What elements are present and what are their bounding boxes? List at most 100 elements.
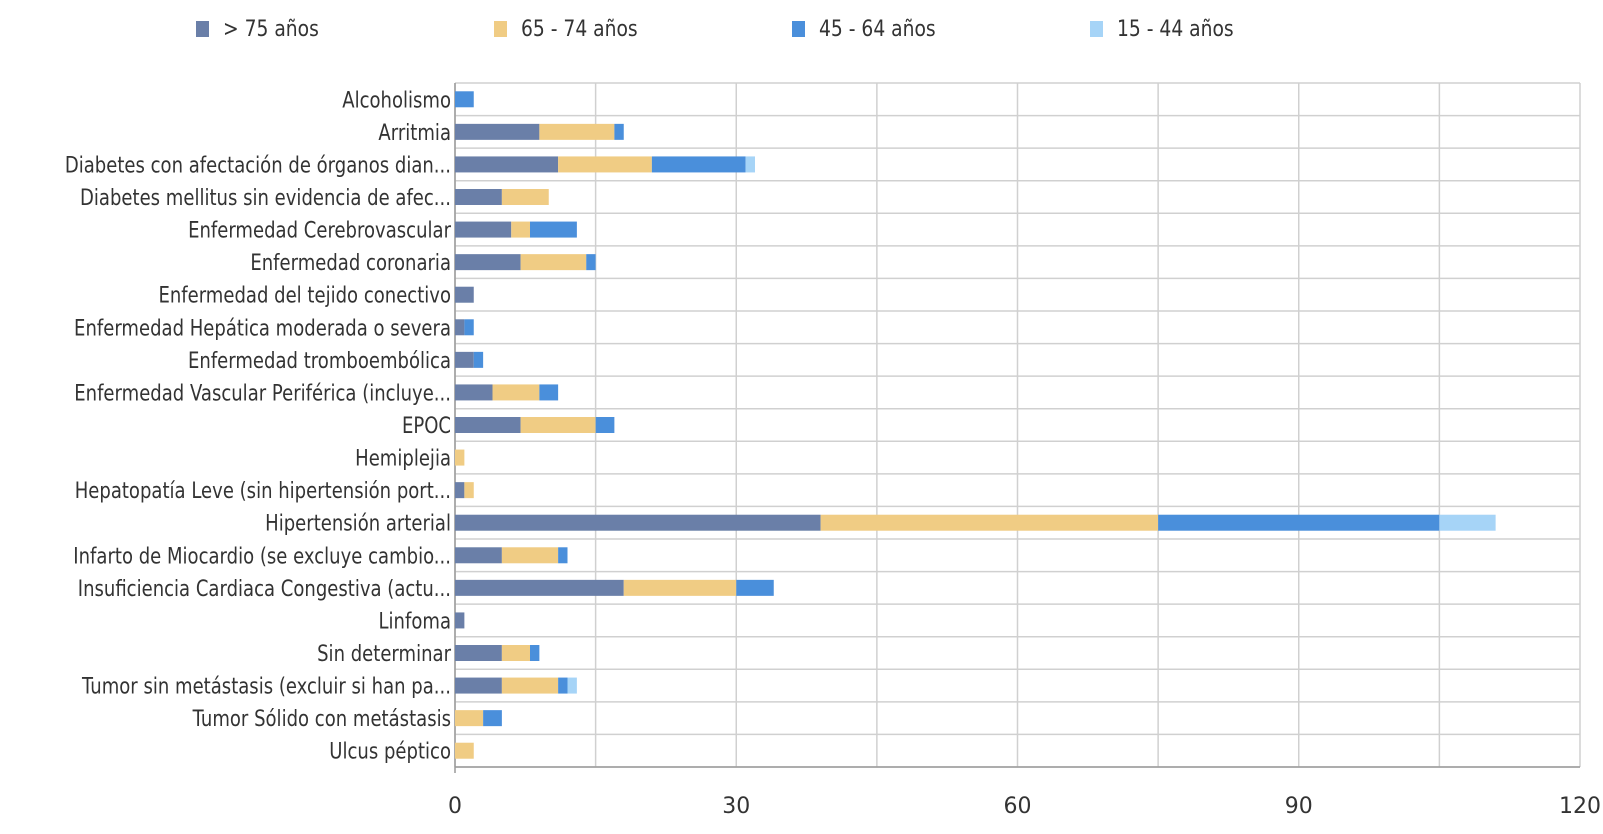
category-label-group: Hipertensión arterial (265, 510, 451, 536)
category-label-group: Ulcus péptico (329, 738, 451, 764)
legend-item: > 75 años (196, 14, 336, 44)
category-label-group: Tumor sin metástasis (excluir si han pa.… (81, 673, 451, 699)
bar-segment (511, 221, 530, 238)
legend-item: 65 - 74 años (494, 14, 658, 44)
category-label: Diabetes con afectación de órganos dian.… (65, 152, 451, 178)
bar-segment (623, 579, 737, 596)
bar-segment (455, 612, 465, 629)
bar-segment (558, 547, 568, 564)
bar-segment (614, 123, 624, 140)
category-label-group: Diabetes con afectación de órganos dian.… (65, 152, 451, 178)
category-label: Enfermedad Hepática moderada o severa (74, 315, 451, 341)
bar-segment (455, 189, 502, 205)
bar-segment (530, 221, 577, 238)
category-label-group: Sin determinar (317, 640, 452, 666)
category-label: Tumor Sólido con metástasis (192, 705, 451, 731)
bar-segment (455, 254, 521, 271)
bar-segment (455, 123, 540, 140)
x-tick-label: 90 (1285, 794, 1313, 819)
legend-label: > 75 años (223, 16, 319, 42)
legend-label: 45 - 64 años (819, 16, 936, 42)
category-label-group: Enfermedad Cerebrovascular (188, 217, 452, 243)
category-label: Arritmia (378, 119, 451, 145)
category-label: Diabetes mellitus sin evidencia de afec.… (80, 184, 451, 210)
bar-segment (455, 482, 465, 499)
category-label: Linfoma (379, 608, 451, 634)
bar-segment (492, 384, 540, 401)
bar-segment (567, 677, 577, 694)
bar-segment (530, 645, 540, 661)
category-label-group: Enfermedad tromboembólica (188, 347, 451, 373)
category-label-group: Hepatopatía Leve (sin hipertensión port.… (75, 477, 451, 503)
category-label: Infarto de Miocardio (se excluye cambio.… (73, 543, 451, 569)
legend-swatch (196, 21, 209, 37)
bar-segment (455, 319, 465, 336)
bar-segment (455, 449, 465, 466)
bar-segment (586, 254, 596, 271)
bar-segment (558, 677, 568, 694)
category-label-group: Alcoholismo (342, 87, 451, 113)
legend-swatch (792, 21, 805, 37)
legend-swatch (1090, 21, 1103, 37)
category-label: Insuficiencia Cardiaca Congestiva (actu.… (78, 575, 451, 601)
bar-segment (539, 384, 559, 401)
x-tick-label: 120 (1559, 794, 1601, 819)
category-label-group: Enfermedad Hepática moderada o severa (74, 315, 451, 341)
category-label-group: Insuficiencia Cardiaca Congestiva (actu.… (78, 575, 451, 601)
category-label: Ulcus péptico (329, 738, 451, 764)
bar-segment (501, 189, 549, 205)
category-label-group: Arritmia (378, 119, 451, 145)
x-tick-label: 0 (448, 794, 462, 819)
legend-item: 45 - 64 años (792, 14, 956, 44)
category-label-group: Enfermedad del tejido conectivo (158, 282, 451, 308)
bar-segment (1439, 514, 1496, 531)
bar-segment (558, 156, 652, 173)
x-tick-label: 60 (1004, 794, 1032, 819)
bar-segment (455, 384, 493, 401)
category-label-group: Infarto de Miocardio (se excluye cambio.… (73, 543, 451, 569)
category-label: Sin determinar (317, 640, 452, 666)
bar-segment (464, 319, 474, 336)
bar-segment (455, 351, 474, 368)
legend-swatch (494, 21, 507, 37)
bar-segment (455, 579, 624, 596)
category-label-group: Linfoma (379, 608, 451, 634)
category-label-group: Enfermedad Vascular Periférica (incluye.… (74, 380, 451, 406)
category-label: Enfermedad Cerebrovascular (188, 217, 452, 243)
bar-segment (595, 417, 615, 433)
legend-item: 15 - 44 años (1090, 14, 1254, 44)
bar-segment (455, 645, 502, 661)
bar-segment (455, 91, 474, 108)
bar-segment (736, 579, 774, 596)
bar-segment (501, 645, 530, 661)
bar-segment (483, 710, 502, 727)
category-label: EPOC (402, 412, 451, 438)
bar-segment (1158, 514, 1440, 531)
bar-segment (464, 482, 474, 499)
bar-segment (455, 286, 474, 303)
legend-label: 65 - 74 años (521, 16, 638, 42)
bar-segment (455, 417, 521, 433)
category-label: Enfermedad del tejido conectivo (158, 282, 451, 308)
legend: > 75 años 65 - 74 años 45 - 64 años 15 -… (0, 14, 1603, 44)
bar-segment (455, 156, 559, 173)
bar-segment (501, 677, 559, 694)
bar-segment (455, 677, 502, 694)
bar-segment (501, 547, 559, 564)
category-label-group: Tumor Sólido con metástasis (192, 705, 451, 731)
category-label: Enfermedad coronaria (250, 249, 451, 275)
bar-segment (455, 710, 484, 727)
category-label-group: Diabetes mellitus sin evidencia de afec.… (80, 184, 451, 210)
bar-segment (455, 221, 512, 238)
category-label-group: Enfermedad coronaria (250, 249, 451, 275)
bar-segment (520, 254, 587, 271)
bar-segment (520, 417, 596, 433)
category-label: Hemiplejia (355, 445, 451, 471)
bar-segment (455, 514, 821, 531)
bar-segment (455, 742, 474, 759)
category-label: Enfermedad Vascular Periférica (incluye.… (74, 380, 451, 406)
category-label: Enfermedad tromboembólica (188, 347, 451, 373)
bar-segment (455, 547, 502, 564)
